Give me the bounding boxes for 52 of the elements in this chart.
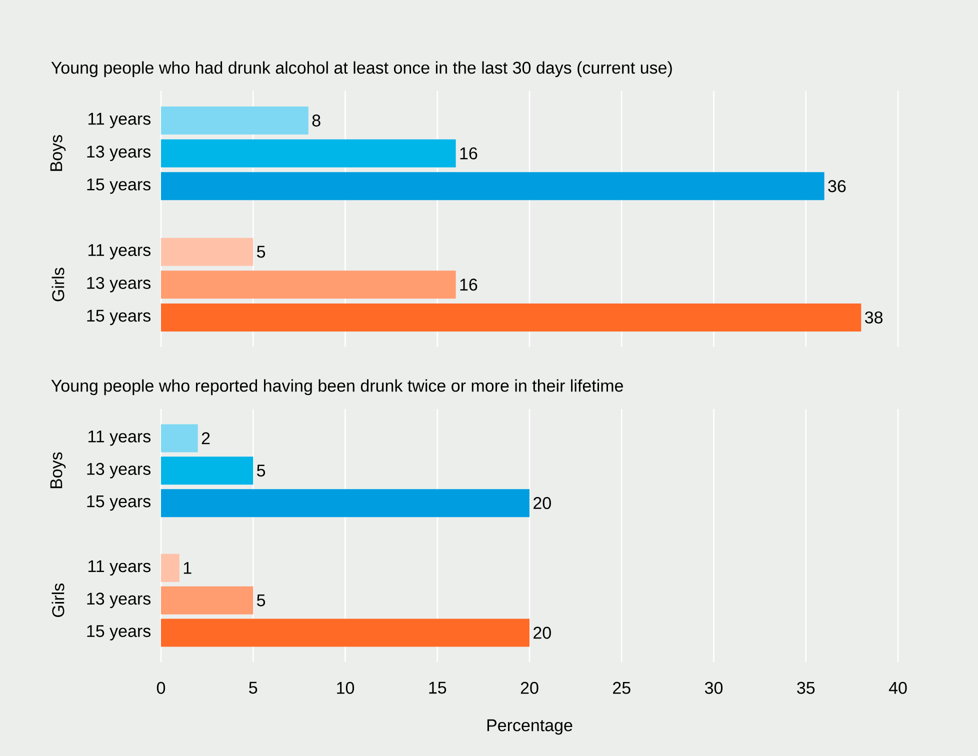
x-tick-label: 40 [888,682,907,694]
bar [161,618,530,647]
data-label: 36 [828,180,846,192]
y-tick-label: 15 years [87,495,150,511]
y-tick-label: 13 years [87,592,150,608]
x-tick-label: 30 [704,682,723,694]
bar [161,456,254,485]
bar [161,424,198,452]
y-tick-label: 11 years [88,112,150,128]
x-tick-label: 20 [520,682,538,694]
bar [161,489,530,518]
data-label: 20 [534,497,551,510]
y-tick-label: 15 years [87,178,150,194]
x-axis-title: Percentage [487,719,572,735]
y-tick-label: 15 years [87,625,150,640]
data-label: 16 [460,278,478,291]
bar [161,238,254,266]
text: Boys [50,135,66,171]
y-tick-label: 11 years [88,560,150,576]
chart-title: Young people who had drunk alcohol at least once in the last 30 days (current use) [51,61,672,78]
y-tick-label: 15 years [87,310,150,326]
data-label: 20 [534,626,551,639]
y-tick-label: 13 years [87,146,150,162]
data-label: 16 [460,147,478,160]
bar [161,106,308,135]
bar [161,554,180,582]
x-tick-label: 15 [429,682,446,694]
text: Girls [52,268,64,302]
data-label: 1 [184,562,192,574]
data-label: 38 [865,311,883,324]
y-tick-label: 11 years [88,430,150,446]
chart-title: Young people who reported having been drunk twice or more in their lifetime [51,379,623,396]
x-tick-label: 25 [613,682,630,694]
y-tick-label: 13 years [87,462,150,478]
x-tick-label: 0 [156,682,166,694]
x-tick-label: 10 [337,682,354,694]
bar [161,172,824,200]
bar [161,303,862,332]
x-tick-label: 35 [797,682,815,694]
x-tick-label: 5 [249,682,258,694]
bar [161,586,254,614]
data-label: 5 [257,594,266,606]
y-tick-label: 11 years [88,244,150,260]
y-tick-label: 13 years [87,276,150,292]
bar [161,270,456,299]
data-label: 2 [202,432,210,444]
text: Girls [52,584,64,617]
bar [161,139,456,168]
data-label: 5 [257,464,266,477]
data-label: 5 [257,246,266,258]
data-label: 8 [312,114,320,127]
text: Boys [50,452,66,488]
